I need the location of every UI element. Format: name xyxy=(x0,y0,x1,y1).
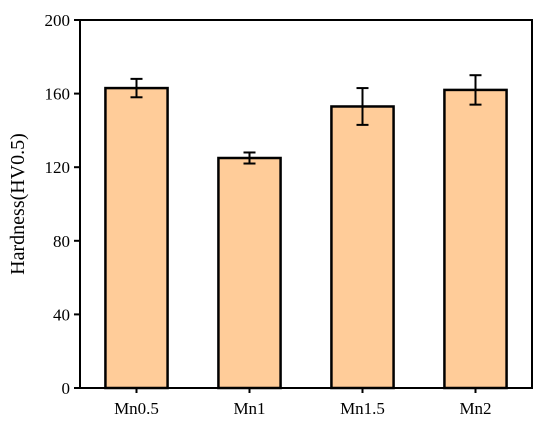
plot-frame xyxy=(79,19,533,389)
x-tick-label: Mn1.5 xyxy=(340,399,385,418)
bar-Mn1 xyxy=(217,156,282,390)
bars-layer xyxy=(104,86,508,390)
bar-Mn0.5 xyxy=(104,86,169,390)
y-tick-label: 160 xyxy=(45,85,71,104)
y-tick-label: 120 xyxy=(45,158,71,177)
x-axis-ticks: Mn0.5 Mn1 Mn1.5 Mn2 xyxy=(114,388,492,418)
x-tick-label: Mn1 xyxy=(233,399,265,418)
error-bar-Mn1 xyxy=(243,151,256,165)
y-tick-label: 0 xyxy=(62,379,71,398)
error-bars-layer xyxy=(130,74,482,165)
y-axis-ticks: 0 40 80 120 160 200 xyxy=(45,11,80,398)
bar-Mn1.5 xyxy=(330,105,395,390)
x-tick-label: Mn2 xyxy=(459,399,491,418)
y-axis-label: Hardness(HV0.5) xyxy=(7,133,29,275)
x-tick-label: Mn0.5 xyxy=(114,399,159,418)
y-tick-label: 200 xyxy=(45,11,71,30)
y-tick-label: 80 xyxy=(53,232,70,251)
error-bar-Mn0.5 xyxy=(130,77,143,99)
bar-Mn2 xyxy=(443,88,508,390)
error-bar-Mn2 xyxy=(469,74,482,106)
error-bar-Mn1.5 xyxy=(356,87,369,126)
y-tick-label: 40 xyxy=(53,305,70,324)
